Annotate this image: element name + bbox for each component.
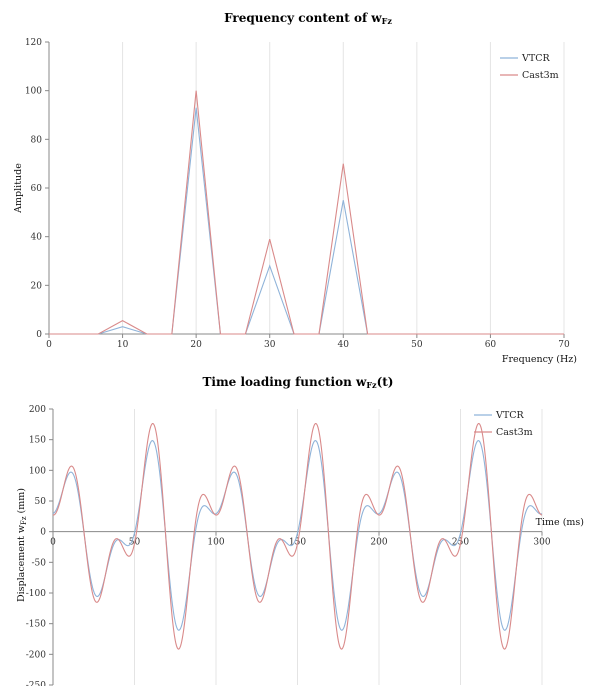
x-tick-label: 0	[50, 538, 56, 548]
y-tick-label: 0	[36, 330, 42, 340]
x-tick-label: 200	[370, 538, 387, 548]
y-tick-label: 100	[25, 87, 42, 97]
y-axis-label: Amplitude	[13, 163, 24, 214]
y-tick-label: 100	[29, 466, 46, 476]
y-axis-label-subscript: Fz	[20, 516, 28, 525]
tick-labels: 0 50 100 150 200 250 300-250-200-150-100-50050…	[26, 405, 551, 686]
x-tick-label: 300	[533, 538, 550, 548]
series-lines	[52, 422, 543, 650]
y-tick-label: 120	[25, 38, 42, 48]
chart-title-text: Frequency content of w	[224, 11, 382, 25]
series-lines	[49, 90, 564, 335]
x-tick-label: 50	[411, 340, 423, 350]
y-tick-label: -150	[26, 620, 46, 630]
y-tick-label: 0	[40, 528, 46, 538]
chart-title: Frequency content of wFz	[224, 11, 392, 26]
legend: VTCR Cast3m	[474, 410, 533, 438]
x-tick-label: 10	[117, 340, 129, 350]
y-tick-label: -250	[26, 681, 46, 686]
x-tick-label: 40	[338, 340, 350, 350]
series-line-vtcr	[49, 107, 564, 335]
legend-label: Cast3m	[522, 70, 559, 81]
chart-title-text: Time loading function w	[203, 375, 368, 389]
legend-label: VTCR	[495, 410, 524, 421]
chart-title-suffix: (t)	[377, 375, 394, 389]
frequency-chart: Frequency content of wFz 0 10 20 30 40 50 60 70…	[13, 11, 577, 365]
x-tick-label: 100	[207, 538, 224, 548]
series-line-cast3m	[49, 90, 564, 335]
y-tick-label: -50	[32, 558, 47, 568]
y-tick-label: 50	[35, 497, 47, 507]
y-tick-label: 20	[31, 281, 43, 291]
x-axis-label: Time (ms)	[536, 517, 584, 528]
legend-label: VTCR	[521, 53, 550, 64]
y-tick-label: -100	[26, 589, 46, 599]
x-tick-label: 60	[485, 340, 497, 350]
y-tick-label: 40	[31, 233, 43, 243]
y-tick-label: 60	[31, 184, 43, 194]
y-tick-label: 80	[31, 135, 43, 145]
y-axis-label-text: Displacement w	[16, 525, 27, 602]
x-tick-label: 30	[264, 340, 276, 350]
y-tick-label: 150	[29, 436, 46, 446]
x-axis-label: Frequency (Hz)	[502, 354, 577, 365]
grid-lines	[134, 409, 543, 685]
x-tick-label: 70	[558, 340, 570, 350]
legend-label: Cast3m	[496, 427, 533, 438]
series-line-cast3m	[52, 422, 543, 650]
y-axis-label-suffix: (mm)	[16, 488, 27, 516]
legend: VTCR Cast3m	[500, 53, 559, 81]
x-tick-label: 20	[190, 340, 202, 350]
y-axis-label: Displacement wFz (mm)	[16, 488, 28, 602]
x-tick-label: 0	[46, 340, 52, 350]
tick-labels: 0 10 20 30 40 50 60 70 0 20 40 60 80 100 120	[25, 38, 570, 350]
chart-title-subscript: Fz	[382, 16, 393, 26]
series-line-vtcr	[52, 440, 543, 631]
chart-title-subscript: Fz	[366, 380, 377, 390]
time-chart: Time loading function wFz(t) 0 50 100 150 20…	[16, 375, 584, 686]
y-tick-label: -200	[26, 650, 46, 660]
chart-title: Time loading function wFz(t)	[203, 375, 394, 390]
y-tick-label: 200	[29, 405, 46, 415]
grid-lines	[122, 42, 565, 334]
